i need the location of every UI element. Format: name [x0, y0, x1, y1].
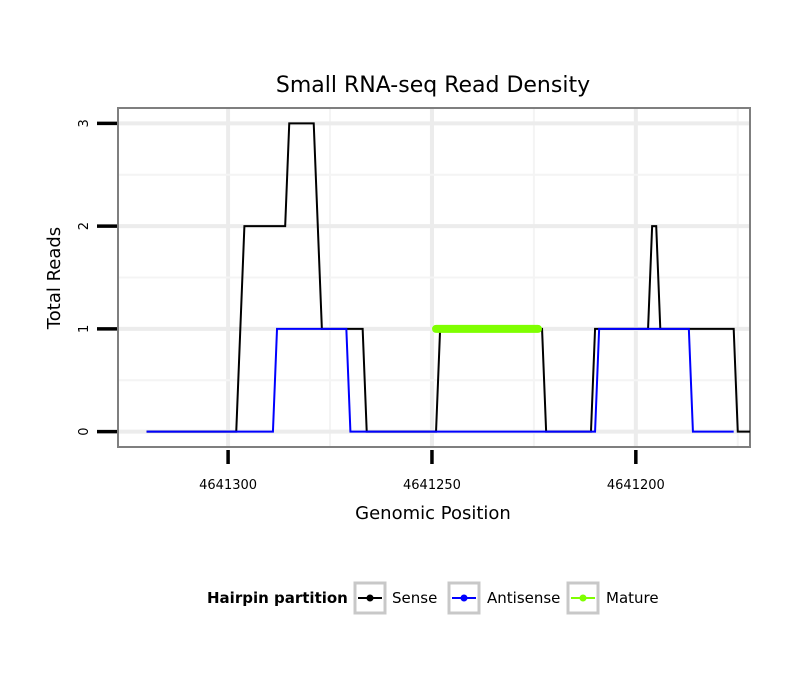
legend: Hairpin partition Sense Antisense Mature — [207, 581, 659, 615]
legend-dot-sense — [366, 594, 374, 602]
legend-key-sense — [353, 581, 387, 615]
legend-key-antisense — [447, 581, 481, 615]
x-tick-label-0: 4641300 — [199, 478, 257, 493]
legend-title: Hairpin partition — [207, 589, 348, 607]
legend-key-mature — [566, 581, 600, 615]
y-tick-label-2: 2 — [77, 222, 92, 230]
legend-label-antisense: Antisense — [487, 589, 560, 607]
x-tick-label-2: 4641200 — [607, 478, 665, 493]
y-axis-title: Total Reads — [44, 227, 65, 330]
chart-title: Small RNA-seq Read Density — [276, 73, 590, 98]
x-tick-label-1: 4641250 — [403, 478, 461, 493]
legend-dot-mature — [579, 594, 587, 602]
series-lines — [146, 122, 750, 433]
y-tick-label-3: 3 — [77, 119, 92, 127]
x-axis-title: Genomic Position — [355, 503, 511, 524]
y-tick-label-0: 0 — [77, 427, 92, 435]
legend-label-mature: Mature — [606, 589, 659, 607]
x-axis: 4641300 4641250 4641200 — [199, 450, 665, 493]
legend-dot-antisense — [460, 594, 468, 602]
y-axis: 0 1 2 3 — [77, 119, 117, 436]
y-tick-label-1: 1 — [77, 325, 92, 333]
series-line-antisense — [146, 327, 734, 433]
legend-label-sense: Sense — [392, 589, 437, 607]
